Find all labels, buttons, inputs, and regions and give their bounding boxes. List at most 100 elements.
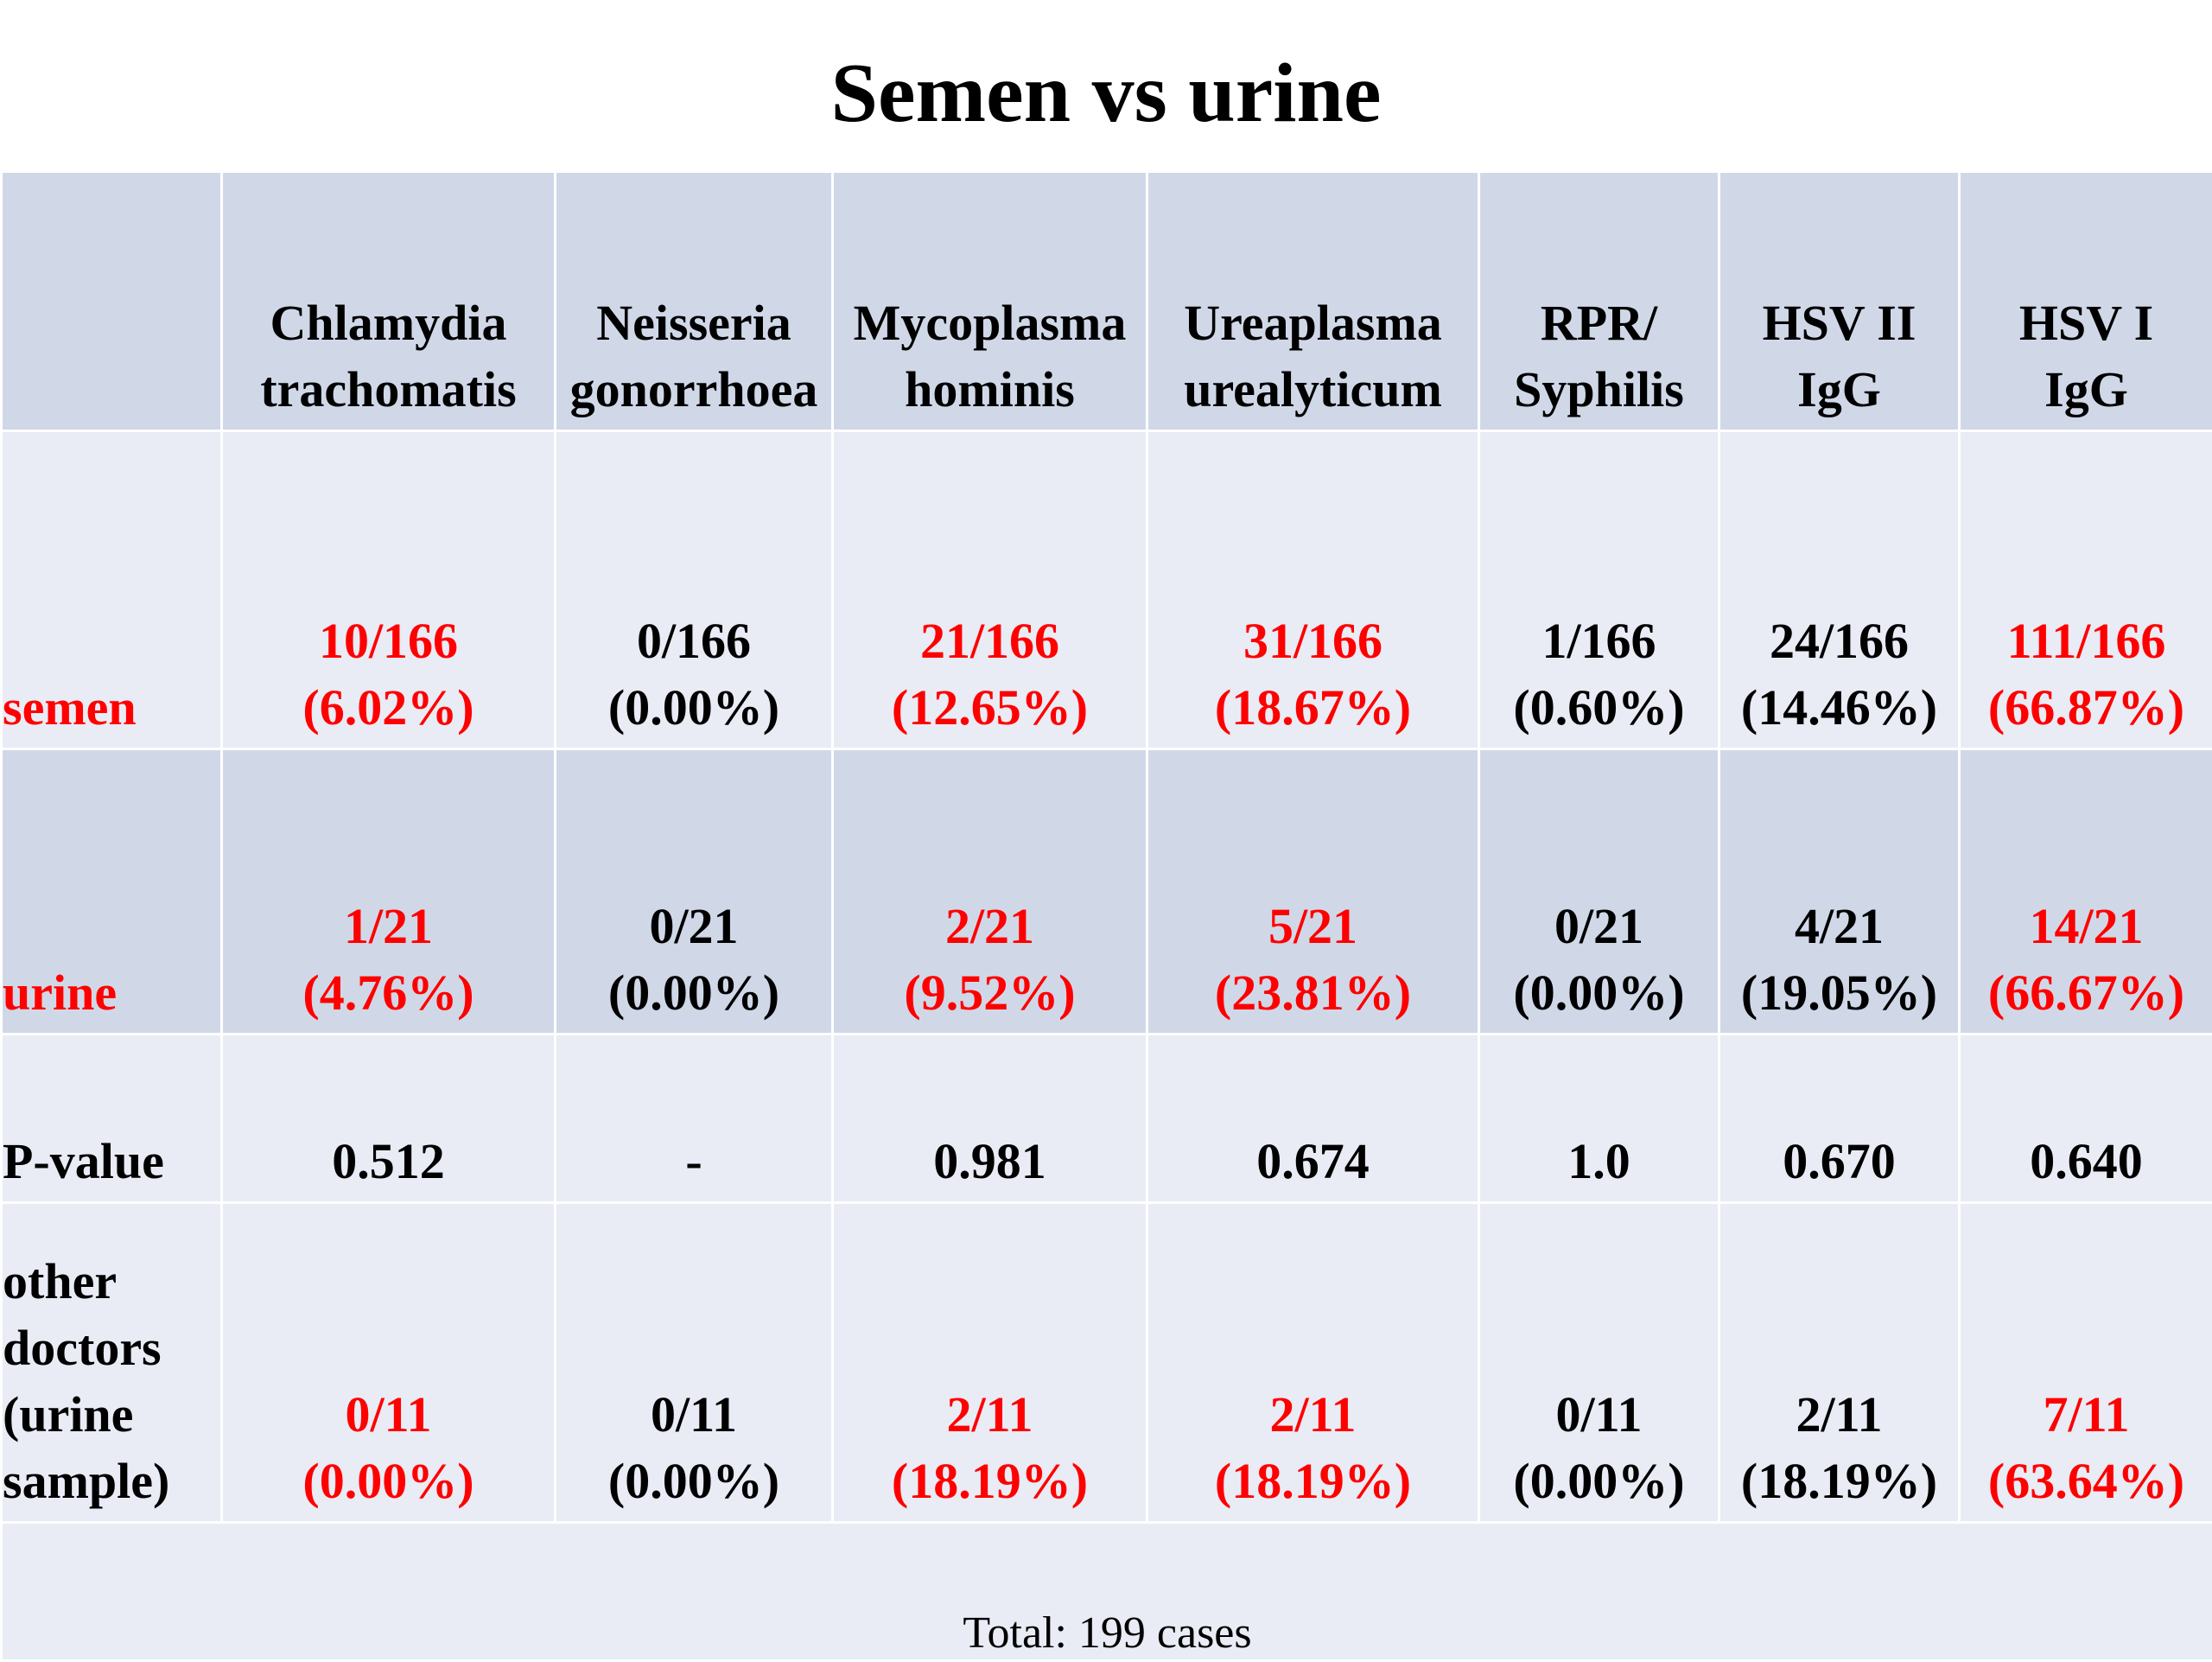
table-cell: 0/11 (0.00%) (1479, 1203, 1719, 1523)
semen-row: semen 10/166 (6.02%) 0/166 (0.00%) 21/16… (2, 431, 2212, 749)
cell-pvalue: 1.0 (1480, 1128, 1718, 1194)
cell-count: 0/11 (556, 1381, 831, 1448)
cell-count: 2/21 (834, 893, 1146, 959)
table-cell: 1/166 (0.60%) (1479, 431, 1719, 749)
row-label-text: sample) (3, 1448, 220, 1514)
cell-percent: (19.05%) (1720, 959, 1958, 1026)
row-label-text: doctors (3, 1315, 220, 1381)
row-label-text: other (3, 1248, 220, 1315)
header-row: Chlamydia trachomatis Neisseria gonorrho… (2, 172, 2212, 431)
cell-count: 1/166 (1480, 608, 1718, 674)
table-cell: 24/166 (14.46%) (1719, 431, 1960, 749)
row-label-text: urine (3, 959, 220, 1026)
cell-percent: (18.67%) (1148, 674, 1478, 741)
table-cell: 111/166 (66.87%) (1960, 431, 2212, 749)
row-label-pvalue: P-value (2, 1035, 222, 1203)
row-label-text: semen (3, 674, 220, 741)
column-header-line2: IgG (1961, 356, 2212, 423)
table-cell: 21/166 (12.65%) (833, 431, 1147, 749)
cell-pvalue: 0.640 (1961, 1128, 2212, 1194)
cell-pvalue: 0.670 (1720, 1128, 1958, 1194)
cell-percent: (66.67%) (1961, 959, 2212, 1026)
column-header-line1: HSV I (1961, 290, 2212, 356)
cell-pvalue: 0.674 (1148, 1128, 1478, 1194)
pvalue-row: P-value 0.512 - 0.981 0.674 1.0 0.670 0.… (2, 1035, 2212, 1203)
cell-percent: (0.00%) (556, 1448, 831, 1514)
table-cell: 0/11 (0.00%) (222, 1203, 556, 1523)
cell-percent: (0.00%) (223, 1448, 554, 1514)
cell-percent: (0.00%) (1480, 1448, 1718, 1514)
column-header-hsv1: HSV I IgG (1960, 172, 2212, 431)
cell-percent: (6.02%) (223, 674, 554, 741)
cell-count: 0/166 (556, 608, 831, 674)
column-header-line1: Mycoplasma (834, 290, 1146, 356)
column-header-line2: urealyticum (1148, 356, 1478, 423)
table-cell: 0.674 (1147, 1035, 1479, 1203)
cell-percent: (66.87%) (1961, 674, 2212, 741)
cell-count: 2/11 (1720, 1381, 1958, 1448)
cell-count: 0/11 (223, 1381, 554, 1448)
table-cell: 0.670 (1719, 1035, 1960, 1203)
cell-pvalue: 0.512 (223, 1128, 554, 1194)
table-cell: 4/21 (19.05%) (1719, 749, 1960, 1035)
table-cell: 0.981 (833, 1035, 1147, 1203)
cell-count: 21/166 (834, 608, 1146, 674)
column-header-neisseria: Neisseria gonorrhoea (556, 172, 833, 431)
cell-pvalue: - (556, 1128, 831, 1194)
table-cell: - (556, 1035, 833, 1203)
column-header-mycoplasma: Mycoplasma hominis (833, 172, 1147, 431)
corner-cell (2, 172, 222, 431)
table-cell: 2/11 (18.19%) (833, 1203, 1147, 1523)
column-header-line1: RPR/ (1480, 290, 1718, 356)
table-cell: 14/21 (66.67%) (1960, 749, 2212, 1035)
cell-percent: (0.00%) (556, 959, 831, 1026)
cell-count: 1/21 (223, 893, 554, 959)
urine-row: urine 1/21 (4.76%) 0/21 (0.00%) 2/21 (9.… (2, 749, 2212, 1035)
column-header-line1: Ureaplasma (1148, 290, 1478, 356)
cell-count: 111/166 (1961, 608, 2212, 674)
cell-percent: (12.65%) (834, 674, 1146, 741)
column-header-syphilis: RPR/ Syphilis (1479, 172, 1719, 431)
cell-pvalue: 0.981 (834, 1128, 1146, 1194)
cell-percent: (9.52%) (834, 959, 1146, 1026)
cell-count: 31/166 (1148, 608, 1478, 674)
other-doctors-row: other doctors (urine sample) 0/11 (0.00%… (2, 1203, 2212, 1523)
footer-row: Total: 199 cases (2, 1523, 2212, 1661)
table-cell: 0/11 (0.00%) (556, 1203, 833, 1523)
total-cases-note: Total: 199 cases (2, 1523, 2212, 1661)
cell-percent: (0.60%) (1480, 674, 1718, 741)
table-cell: 0/21 (0.00%) (556, 749, 833, 1035)
cell-percent: (0.00%) (1480, 959, 1718, 1026)
row-label-text: P-value (3, 1128, 220, 1194)
table-cell: 2/11 (18.19%) (1719, 1203, 1960, 1523)
table-cell: 5/21 (23.81%) (1147, 749, 1479, 1035)
cell-count: 4/21 (1720, 893, 1958, 959)
column-header-hsv2: HSV II IgG (1719, 172, 1960, 431)
table-cell: 0/21 (0.00%) (1479, 749, 1719, 1035)
row-label-other-doctors: other doctors (urine sample) (2, 1203, 222, 1523)
results-table: Chlamydia trachomatis Neisseria gonorrho… (0, 170, 2212, 1662)
column-header-line1: Neisseria (556, 290, 831, 356)
cell-count: 0/21 (1480, 893, 1718, 959)
cell-percent: (18.19%) (1720, 1448, 1958, 1514)
column-header-line2: IgG (1720, 356, 1958, 423)
slide-title: Semen vs urine (0, 41, 2212, 145)
cell-count: 2/11 (834, 1381, 1146, 1448)
table-cell: 1.0 (1479, 1035, 1719, 1203)
cell-count: 0/11 (1480, 1381, 1718, 1448)
cell-count: 24/166 (1720, 608, 1958, 674)
cell-count: 2/11 (1148, 1381, 1478, 1448)
table-cell: 31/166 (18.67%) (1147, 431, 1479, 749)
row-label-semen: semen (2, 431, 222, 749)
cell-percent: (18.19%) (1148, 1448, 1478, 1514)
row-label-text: (urine (3, 1381, 220, 1448)
table-cell: 0.512 (222, 1035, 556, 1203)
cell-percent: (18.19%) (834, 1448, 1146, 1514)
column-header-ureaplasma: Ureaplasma urealyticum (1147, 172, 1479, 431)
cell-count: 10/166 (223, 608, 554, 674)
cell-percent: (23.81%) (1148, 959, 1478, 1026)
table-cell: 0/166 (0.00%) (556, 431, 833, 749)
cell-count: 14/21 (1961, 893, 2212, 959)
column-header-line2: Syphilis (1480, 356, 1718, 423)
cell-percent: (4.76%) (223, 959, 554, 1026)
